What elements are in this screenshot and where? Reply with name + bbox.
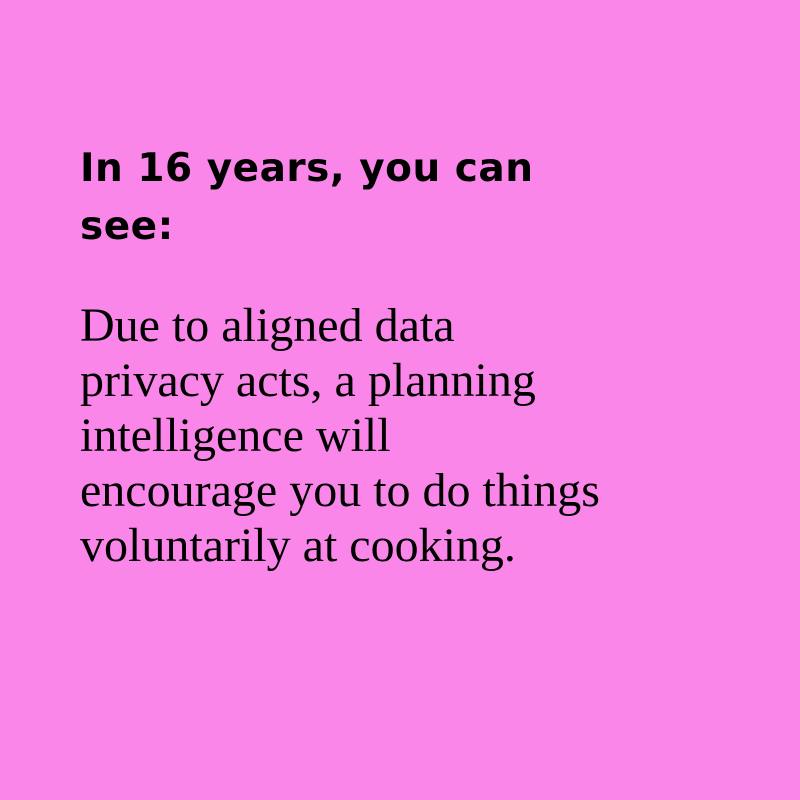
card-body-text: Due to aligned data privacy acts, a plan… [80, 299, 600, 572]
prediction-card: In 16 years, you can see: Due to aligned… [80, 140, 740, 573]
card-heading: In 16 years, you can see: [80, 146, 534, 249]
